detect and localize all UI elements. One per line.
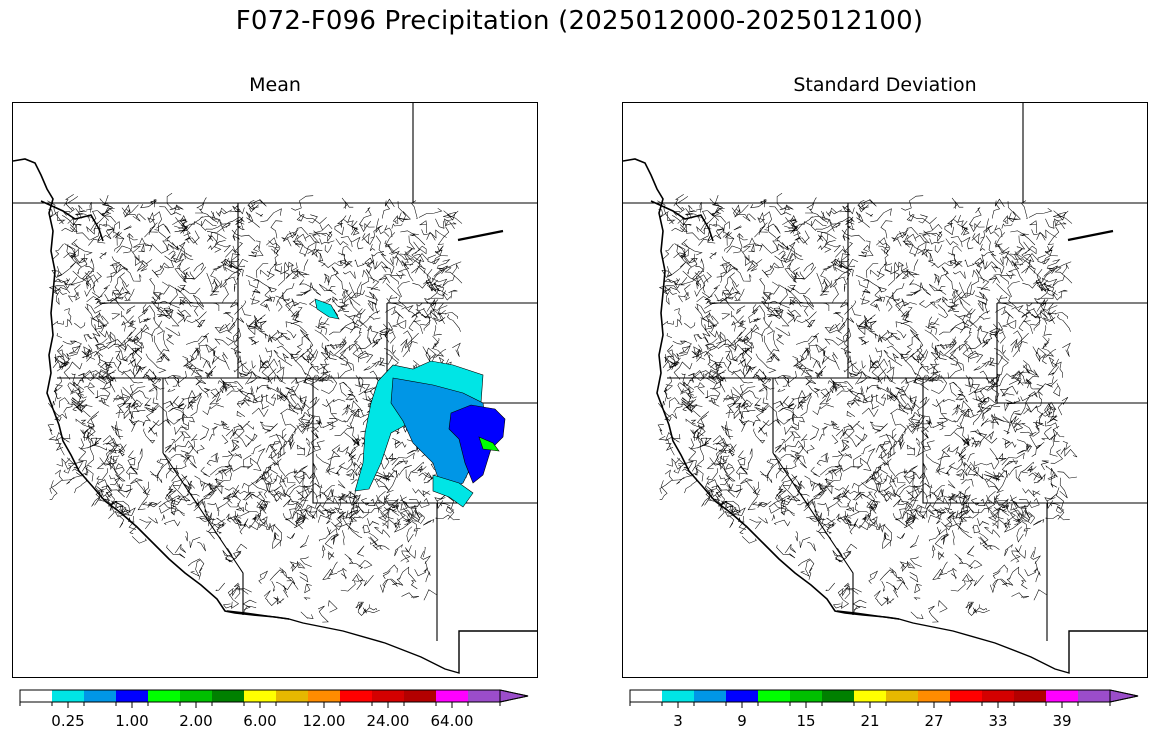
puget-sound [650, 200, 714, 242]
basin-boundaries [657, 193, 1078, 623]
international-border [226, 610, 537, 674]
basin-boundaries [47, 193, 468, 623]
coastline [623, 158, 900, 620]
colorbar-swatch [822, 690, 854, 702]
colorbar-tick-label: 33 [988, 712, 1007, 730]
puget-sound [40, 200, 104, 242]
precip-region [478, 436, 500, 452]
map-mean-svg [13, 103, 537, 674]
colorbar-tick-label: 0.25 [51, 712, 84, 730]
precip-region [314, 298, 340, 320]
colorbar-tick-label: 1.00 [115, 712, 148, 730]
colorbar-swatch [886, 690, 918, 702]
colorbar-swatch [758, 690, 790, 702]
colorbar-swatch [694, 690, 726, 702]
state-boundary [772, 452, 854, 615]
colorbar-swatch [20, 690, 52, 702]
map-mean [12, 102, 538, 678]
colorbar-swatch [244, 690, 276, 702]
colorbar-stddev: 3 9 15 21 27 33 39 [629, 689, 1139, 730]
precip-region [390, 377, 488, 494]
colorbar-swatch [180, 690, 212, 702]
colorbar-outline [629, 689, 1139, 703]
colorbar-extend-arrow [1109, 689, 1139, 703]
colorbar-swatch [950, 690, 982, 702]
colorbar-swatch [468, 690, 500, 702]
panel-title-stddev: Standard Deviation [793, 74, 977, 96]
lake-shoreline [457, 229, 504, 242]
colorbar-swatch [212, 690, 244, 702]
precip-region [448, 404, 506, 484]
lake-shoreline [1067, 229, 1114, 242]
colorbar-swatch [436, 690, 468, 702]
colorbar-swatch [116, 690, 148, 702]
map-stddev-svg [623, 103, 1147, 674]
colorbar-mean: 0.25 1.00 2.00 6.00 12.00 24.00 64.00 [19, 689, 529, 730]
colorbar-swatch [1078, 690, 1110, 702]
map-stddev [622, 102, 1148, 678]
colorbar-swatch [372, 690, 404, 702]
colorbar-swatch [404, 690, 436, 702]
colorbar-swatch [854, 690, 886, 702]
colorbar-swatch [52, 690, 84, 702]
state-boundary [162, 452, 244, 615]
colorbar-tick-label: 9 [737, 712, 747, 730]
colorbar-tick-label: 3 [673, 712, 683, 730]
colorbar-swatch [662, 690, 694, 702]
colorbar-swatch [148, 690, 180, 702]
colorbar-swatch [84, 690, 116, 702]
colorbar-swatch [726, 690, 758, 702]
colorbar-swatch [982, 690, 1014, 702]
colorbar-swatch [630, 690, 662, 702]
colorbar-tick-label: 15 [796, 712, 815, 730]
international-border [836, 610, 1147, 674]
colorbar-swatch [340, 690, 372, 702]
precip-region [432, 474, 474, 508]
colorbar-swatch [1014, 690, 1046, 702]
colorbar-swatch [790, 690, 822, 702]
state-boundary [922, 378, 1147, 504]
colorbar-tick-label: 64.00 [431, 712, 474, 730]
colorbar-swatch [276, 690, 308, 702]
colorbar-swatch [308, 690, 340, 702]
figure-title: F072-F096 Precipitation (2025012000-2025… [235, 6, 924, 36]
colorbar-extend-arrow [499, 689, 529, 703]
colorbar-tick-label: 24.00 [367, 712, 410, 730]
colorbar-tick-label: 21 [860, 712, 879, 730]
colorbar-swatch [1046, 690, 1078, 702]
panel-title-mean: Mean [249, 74, 301, 96]
colorbar-tick-label: 12.00 [303, 712, 346, 730]
colorbar-tick-label: 39 [1052, 712, 1071, 730]
state-boundary [923, 377, 1147, 404]
colorbar-swatch [918, 690, 950, 702]
colorbar-tick-label: 2.00 [179, 712, 212, 730]
colorbar-outline [19, 689, 529, 703]
colorbar-tick-label: 27 [924, 712, 943, 730]
coastline [13, 158, 290, 620]
colorbar-tick-label: 6.00 [243, 712, 276, 730]
